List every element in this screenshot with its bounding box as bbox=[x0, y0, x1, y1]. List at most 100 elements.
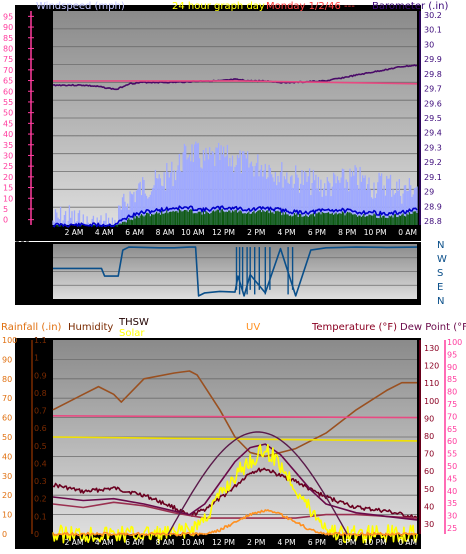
thsw-legend: THSW bbox=[118, 317, 149, 328]
time-tick-label: 10 PM bbox=[364, 228, 387, 237]
direction-tick-label: 360 bbox=[15, 240, 30, 249]
windspeed-tick-label: 0 bbox=[3, 216, 8, 225]
barometer-axis-title: Barometer (.in) bbox=[372, 1, 448, 12]
time-tick-label: 2 PM bbox=[247, 228, 265, 237]
time-tick-label: 2 PM bbox=[247, 538, 265, 547]
rainfall-tick-label: 90 bbox=[2, 355, 12, 364]
dew-point-tick-label: 60 bbox=[447, 437, 457, 446]
barometer-tick-label: 30.1 bbox=[424, 26, 442, 35]
dew-point-tick-label: 65 bbox=[447, 425, 457, 434]
chart-marks-layer: 0510152025303540455055606570758085909528… bbox=[2, 11, 462, 547]
time-tick-label: 8 AM bbox=[156, 228, 175, 237]
humidity-axis-title: Humidity bbox=[68, 322, 113, 333]
time-tick-label: 0 AM bbox=[398, 538, 417, 547]
barometer-tick-label: 29.3 bbox=[424, 143, 442, 152]
compass-letter: S bbox=[437, 268, 443, 279]
compass-letter: N bbox=[437, 296, 444, 307]
rainfall-tick-label: 20 bbox=[2, 491, 12, 500]
temperature-tick-label: 30 bbox=[424, 520, 434, 529]
humidity-tick-label: 0.3 bbox=[34, 477, 47, 486]
barometer-tick-label: 29 bbox=[424, 188, 434, 197]
direction-tick-label: 0 bbox=[25, 295, 30, 304]
time-tick-label: 10 PM bbox=[364, 538, 387, 547]
dew-point-tick-label: 80 bbox=[447, 388, 457, 397]
direction-tick-label: 270 bbox=[15, 254, 30, 263]
wind-direction-line bbox=[53, 246, 418, 297]
uv-line bbox=[52, 509, 418, 537]
temperature-axis-title: Temperature (°F) bbox=[311, 322, 397, 333]
barometer-tick-label: 29.2 bbox=[424, 158, 442, 167]
temperature-tick-label: 60 bbox=[424, 467, 434, 476]
temperature-tick-label: 40 bbox=[424, 502, 434, 511]
windspeed-tick-label: 90 bbox=[3, 23, 13, 32]
time-tick-label: 10 AM bbox=[181, 538, 205, 547]
dew-point-tick-label: 50 bbox=[447, 462, 457, 471]
windspeed-tick-label: 60 bbox=[3, 87, 13, 96]
time-tick-label: 4 PM bbox=[278, 228, 296, 237]
humidity-tick-label: 0.2 bbox=[34, 495, 47, 504]
rainfall-tick-label: 100 bbox=[2, 336, 17, 345]
windspeed-tick-label: 15 bbox=[3, 184, 13, 193]
time-tick-label: 6 PM bbox=[308, 538, 326, 547]
rainfall-tick-label: 60 bbox=[2, 414, 12, 423]
humidity-tick-label: 0.9 bbox=[34, 371, 47, 380]
time-tick-label: 0 AM bbox=[398, 228, 417, 237]
temperature-line bbox=[52, 467, 418, 520]
temperature-tick-label: 100 bbox=[424, 397, 439, 406]
temperature-tick-label: 120 bbox=[424, 362, 439, 371]
time-tick-label: 8 PM bbox=[338, 538, 356, 547]
dashes-text: --- bbox=[344, 1, 355, 12]
rainfall-tick-label: 10 bbox=[2, 511, 12, 520]
humidity-line bbox=[52, 370, 417, 458]
temperature-tick-label: 110 bbox=[424, 379, 439, 388]
time-tick-label: 10 AM bbox=[181, 228, 205, 237]
time-tick-label: 2 AM bbox=[65, 228, 84, 237]
windspeed-tick-label: 40 bbox=[3, 130, 13, 139]
barometer-tick-label: 28.8 bbox=[424, 217, 442, 226]
time-tick-label: 12 PM bbox=[212, 228, 235, 237]
dew-point-tick-label: 55 bbox=[447, 450, 457, 459]
solar-max-arc bbox=[167, 431, 348, 535]
reference-yellow-line bbox=[52, 436, 418, 442]
windspeed-tick-label: 25 bbox=[3, 162, 13, 171]
humidity-tick-label: 0.1 bbox=[34, 512, 47, 521]
windspeed-tick-label: 5 bbox=[3, 205, 8, 214]
windspeed-tick-label: 75 bbox=[3, 55, 13, 64]
time-tick-label: 8 AM bbox=[156, 538, 175, 547]
barometer-tick-label: 29.7 bbox=[424, 85, 442, 94]
barometer-tick-label: 29.1 bbox=[424, 173, 442, 182]
temperature-tick-label: 130 bbox=[424, 344, 439, 353]
rainfall-tick-label: 80 bbox=[2, 375, 12, 384]
temperature-tick-label: 50 bbox=[424, 485, 434, 494]
dew-point-tick-label: 35 bbox=[447, 499, 457, 508]
rainfall-tick-label: 30 bbox=[2, 472, 12, 481]
compass-letter: W bbox=[437, 254, 447, 265]
rainfall-tick-label: 50 bbox=[2, 433, 12, 442]
time-tick-label: 6 PM bbox=[308, 228, 326, 237]
humidity-tick-label: 0.4 bbox=[34, 459, 47, 468]
wind-average-line bbox=[52, 205, 418, 228]
compass-letter: N bbox=[437, 240, 444, 251]
solar-legend: Solar bbox=[119, 328, 145, 339]
dew-point-tick-label: 75 bbox=[447, 400, 457, 409]
compass-letter: E bbox=[437, 282, 443, 293]
barometer-tick-label: 29.4 bbox=[424, 129, 442, 138]
temperature-tick-label: 70 bbox=[424, 450, 434, 459]
rainfall-axis-title: Rainfall (.in) bbox=[1, 322, 62, 333]
windspeed-tick-label: 35 bbox=[3, 141, 13, 150]
temperature-tick-label: 80 bbox=[424, 432, 434, 441]
barometer-tick-label: 29.5 bbox=[424, 114, 442, 123]
time-tick-label: 6 AM bbox=[125, 538, 144, 547]
barometer-reference-line bbox=[53, 80, 418, 85]
humidity-tick-label: 0.7 bbox=[34, 407, 47, 416]
uv-legend: UV bbox=[246, 322, 260, 333]
dew-point-tick-label: 70 bbox=[447, 412, 457, 421]
time-tick-label: 6 AM bbox=[125, 228, 144, 237]
dew-point-line bbox=[52, 501, 418, 519]
date-title: Monday 1/2/46 bbox=[266, 1, 341, 12]
direction-tick-label: 90 bbox=[20, 281, 30, 290]
windspeed-tick-label: 10 bbox=[3, 194, 13, 203]
time-tick-label: 4 PM bbox=[278, 538, 296, 547]
